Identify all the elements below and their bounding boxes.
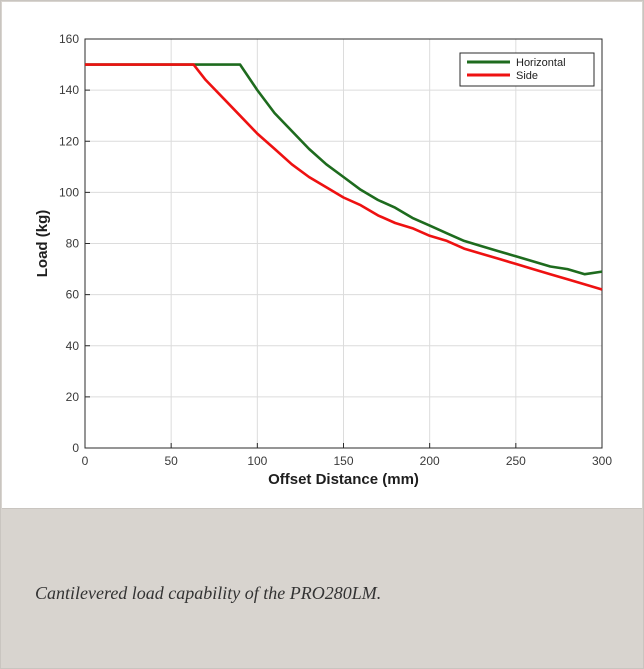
x-tick-label: 150 bbox=[333, 454, 353, 468]
y-tick-label: 140 bbox=[59, 83, 79, 97]
legend-label: Horizontal bbox=[516, 57, 566, 69]
legend-box bbox=[459, 52, 595, 87]
series-line-side bbox=[85, 63, 603, 291]
series-lines bbox=[85, 63, 603, 291]
y-tick-label: 40 bbox=[66, 339, 80, 353]
line-chart: 0 50 100 150 200 250 300020406080100120140160 … bbox=[34, 32, 612, 488]
y-tick-label: 120 bbox=[59, 134, 79, 148]
x-tick-label: 300 bbox=[592, 454, 612, 468]
x-tick-label: 0 bbox=[82, 454, 89, 468]
x-tick-label: 200 bbox=[420, 454, 440, 468]
legend-label: Side bbox=[516, 70, 538, 82]
x-tick-label: 100 bbox=[247, 454, 267, 468]
x-axis-title: Offset Distance (mm) bbox=[268, 471, 419, 488]
y-tick-label: 100 bbox=[59, 185, 79, 199]
y-tick-label: 60 bbox=[66, 288, 80, 302]
y-tick-label: 160 bbox=[59, 32, 79, 46]
x-tick-label: 50 bbox=[164, 454, 178, 468]
axis-ticks: 0 50 100 150 200 250 300 0 20 40 60 80 100 120 140 160 bbox=[59, 32, 612, 468]
figure-caption: Cantilevered load capability of the PRO2… bbox=[35, 583, 382, 603]
series-line-horizontal bbox=[85, 63, 603, 276]
y-tick-label: 0 bbox=[72, 441, 79, 455]
y-tick-label: 80 bbox=[66, 237, 80, 251]
plot-panel: 0 50 100 150 200 250 300 0 20 40 60 80 100 120 140 160 … bbox=[2, 2, 642, 509]
grid-lines bbox=[84, 38, 603, 449]
y-tick-label: 20 bbox=[66, 390, 80, 404]
y-axis-title: Load (kg) bbox=[34, 210, 51, 278]
x-tick-label: 250 bbox=[506, 454, 526, 468]
